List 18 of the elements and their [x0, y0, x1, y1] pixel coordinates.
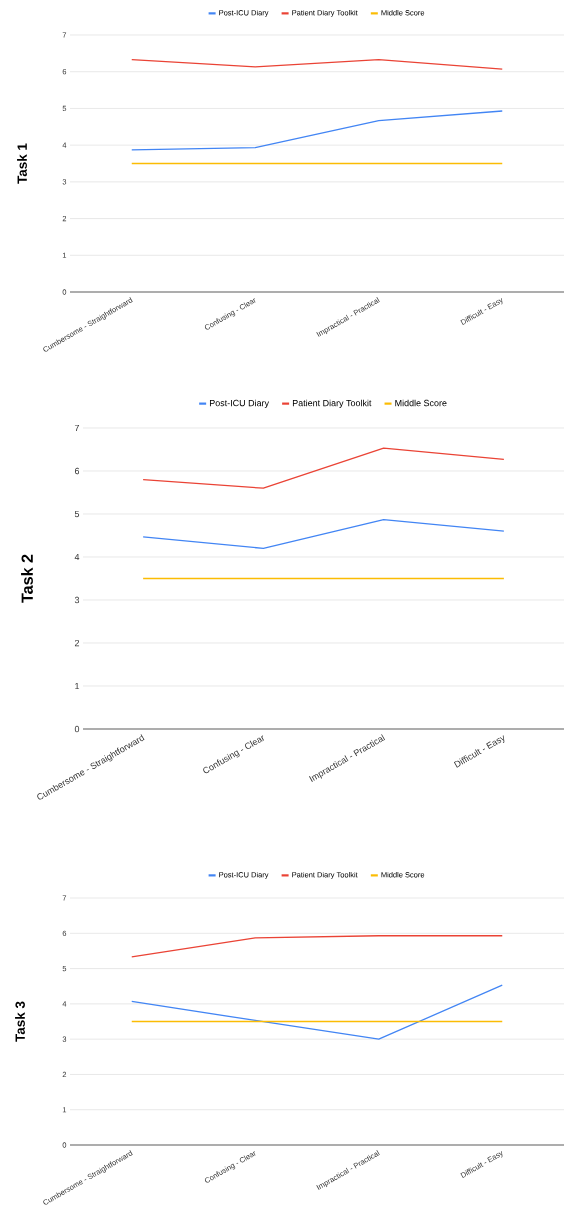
- y-axis-title: Task 3: [15, 1001, 25, 1042]
- y-tick-label: 5: [74, 510, 80, 518]
- y-axis-title: Task 2: [21, 554, 33, 603]
- y-axis-title: Task 1: [17, 143, 27, 184]
- y-tick-label: 7: [74, 424, 80, 432]
- line-series: [142, 518, 505, 550]
- line-series: [131, 984, 503, 1040]
- line-series: [142, 447, 505, 489]
- y-tick-label: 3: [74, 596, 80, 604]
- y-tick-label: 4: [74, 553, 80, 561]
- line-series: [131, 110, 503, 151]
- y-tick-label: 6: [74, 467, 80, 475]
- legend-label: Patient Diary Toolkit: [292, 399, 372, 408]
- y-tick-label: 0: [74, 725, 80, 733]
- legend-label: Middle Score: [395, 399, 447, 407]
- y-tick-label: 1: [75, 682, 80, 690]
- legend-label: Post-ICU Diary: [209, 399, 269, 408]
- y-tick-label: 2: [74, 639, 80, 647]
